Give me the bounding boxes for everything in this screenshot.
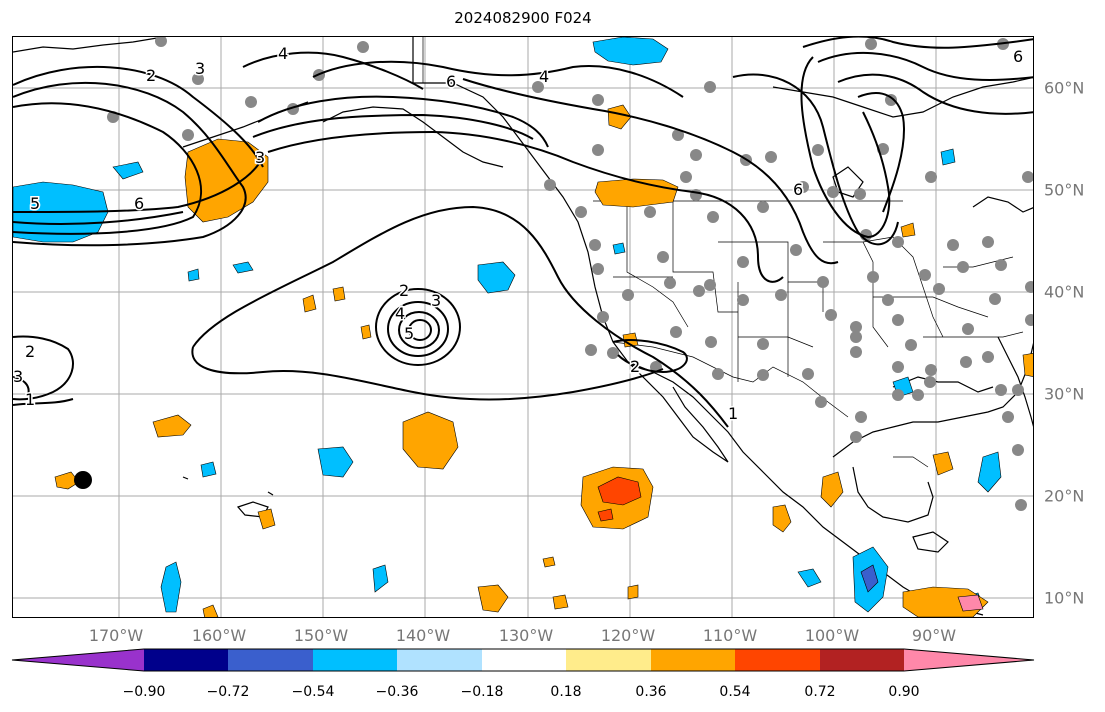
colorbar-segment [566,649,651,671]
lon-tick-label: 100°W [804,626,860,645]
colorbar-tick-label: 0.90 [888,684,920,700]
colorbar-segment [397,649,482,671]
contour-label: 6 [446,72,456,91]
station-markers [107,37,1033,511]
lat-tick-label: 10°N [1044,588,1085,608]
contour-label: 6 [793,180,803,199]
contour-label: 3 [255,148,265,167]
lon-tick-label: 140°W [395,626,451,645]
colorbar-tick-label: 0.18 [550,684,582,700]
colorbar-tick-label: −0.54 [291,684,335,700]
contour-label: 1 [728,404,738,423]
colorbar-segment [482,649,566,671]
colorbar-segment [820,649,904,671]
contour-label: 1 [25,390,35,409]
contour-label: 5 [30,194,40,213]
lon-tick-label: 150°W [293,626,349,645]
contour-label: 4 [395,304,405,323]
colorbar-segment [313,649,397,671]
colorbar [11,648,1035,672]
contour-label: 6 [1013,47,1023,66]
colorbar-segment [144,649,228,671]
contour-lines [13,37,1033,428]
colorbar-segment [12,649,144,671]
contour-label: 3 [13,367,23,386]
colorbar-segment [228,649,313,671]
map-title: 2024082900 F024 [454,9,592,27]
contour-label: 5 [404,324,414,343]
colorbar-segment [651,649,735,671]
colorbar-tick-label: 0.36 [635,684,667,700]
coastlines [13,37,1033,616]
contour-label: 2 [630,357,640,376]
lon-tick-label: 170°W [88,626,144,645]
map-panel: 4 2 3 6 4 3 6 5 6 2 3 4 5 2 3 1 2 1 6 [12,36,1034,618]
storm-marker [74,471,92,489]
lon-tick-label: 110°W [702,626,758,645]
colorbar-tick-label: −0.90 [122,684,166,700]
colorbar-segment [904,649,1034,671]
graticule [13,37,1033,617]
map-canvas: 4 2 3 6 4 3 6 5 6 2 3 4 5 2 3 1 2 1 6 [13,37,1033,617]
lon-tick-label: 160°W [191,626,247,645]
colorbar-segment [735,649,820,671]
borders [422,37,1024,468]
lat-tick-label: 20°N [1044,486,1085,506]
contour-label: 2 [399,281,409,300]
lat-tick-label: 50°N [1044,180,1085,200]
contour-label: 6 [134,194,144,213]
lon-tick-label: 130°W [498,626,554,645]
colorbar-tick-label: −0.72 [206,684,250,700]
lat-tick-label: 60°N [1044,78,1085,98]
contour-label: 2 [25,342,35,361]
lon-tick-label: 120°W [600,626,656,645]
contour-label: 4 [539,67,549,86]
contour-label-group: 4 2 3 6 4 3 6 5 6 2 3 4 5 2 3 1 2 1 6 [13,43,1025,425]
colorbar-tick-label: 0.54 [719,684,751,700]
contour-label: 2 [146,66,156,85]
lat-tick-label: 40°N [1044,282,1085,302]
contour-label: 3 [195,59,205,78]
shaded-anomalies [13,37,1033,617]
lat-tick-label: 30°N [1044,384,1085,404]
contour-label: 3 [431,291,441,310]
colorbar-tick-label: 0.72 [804,684,836,700]
lon-tick-label: 90°W [911,626,957,645]
colorbar-tick-label: −0.18 [460,684,504,700]
contour-label: 4 [278,44,288,63]
colorbar-tick-label: −0.36 [375,684,419,700]
